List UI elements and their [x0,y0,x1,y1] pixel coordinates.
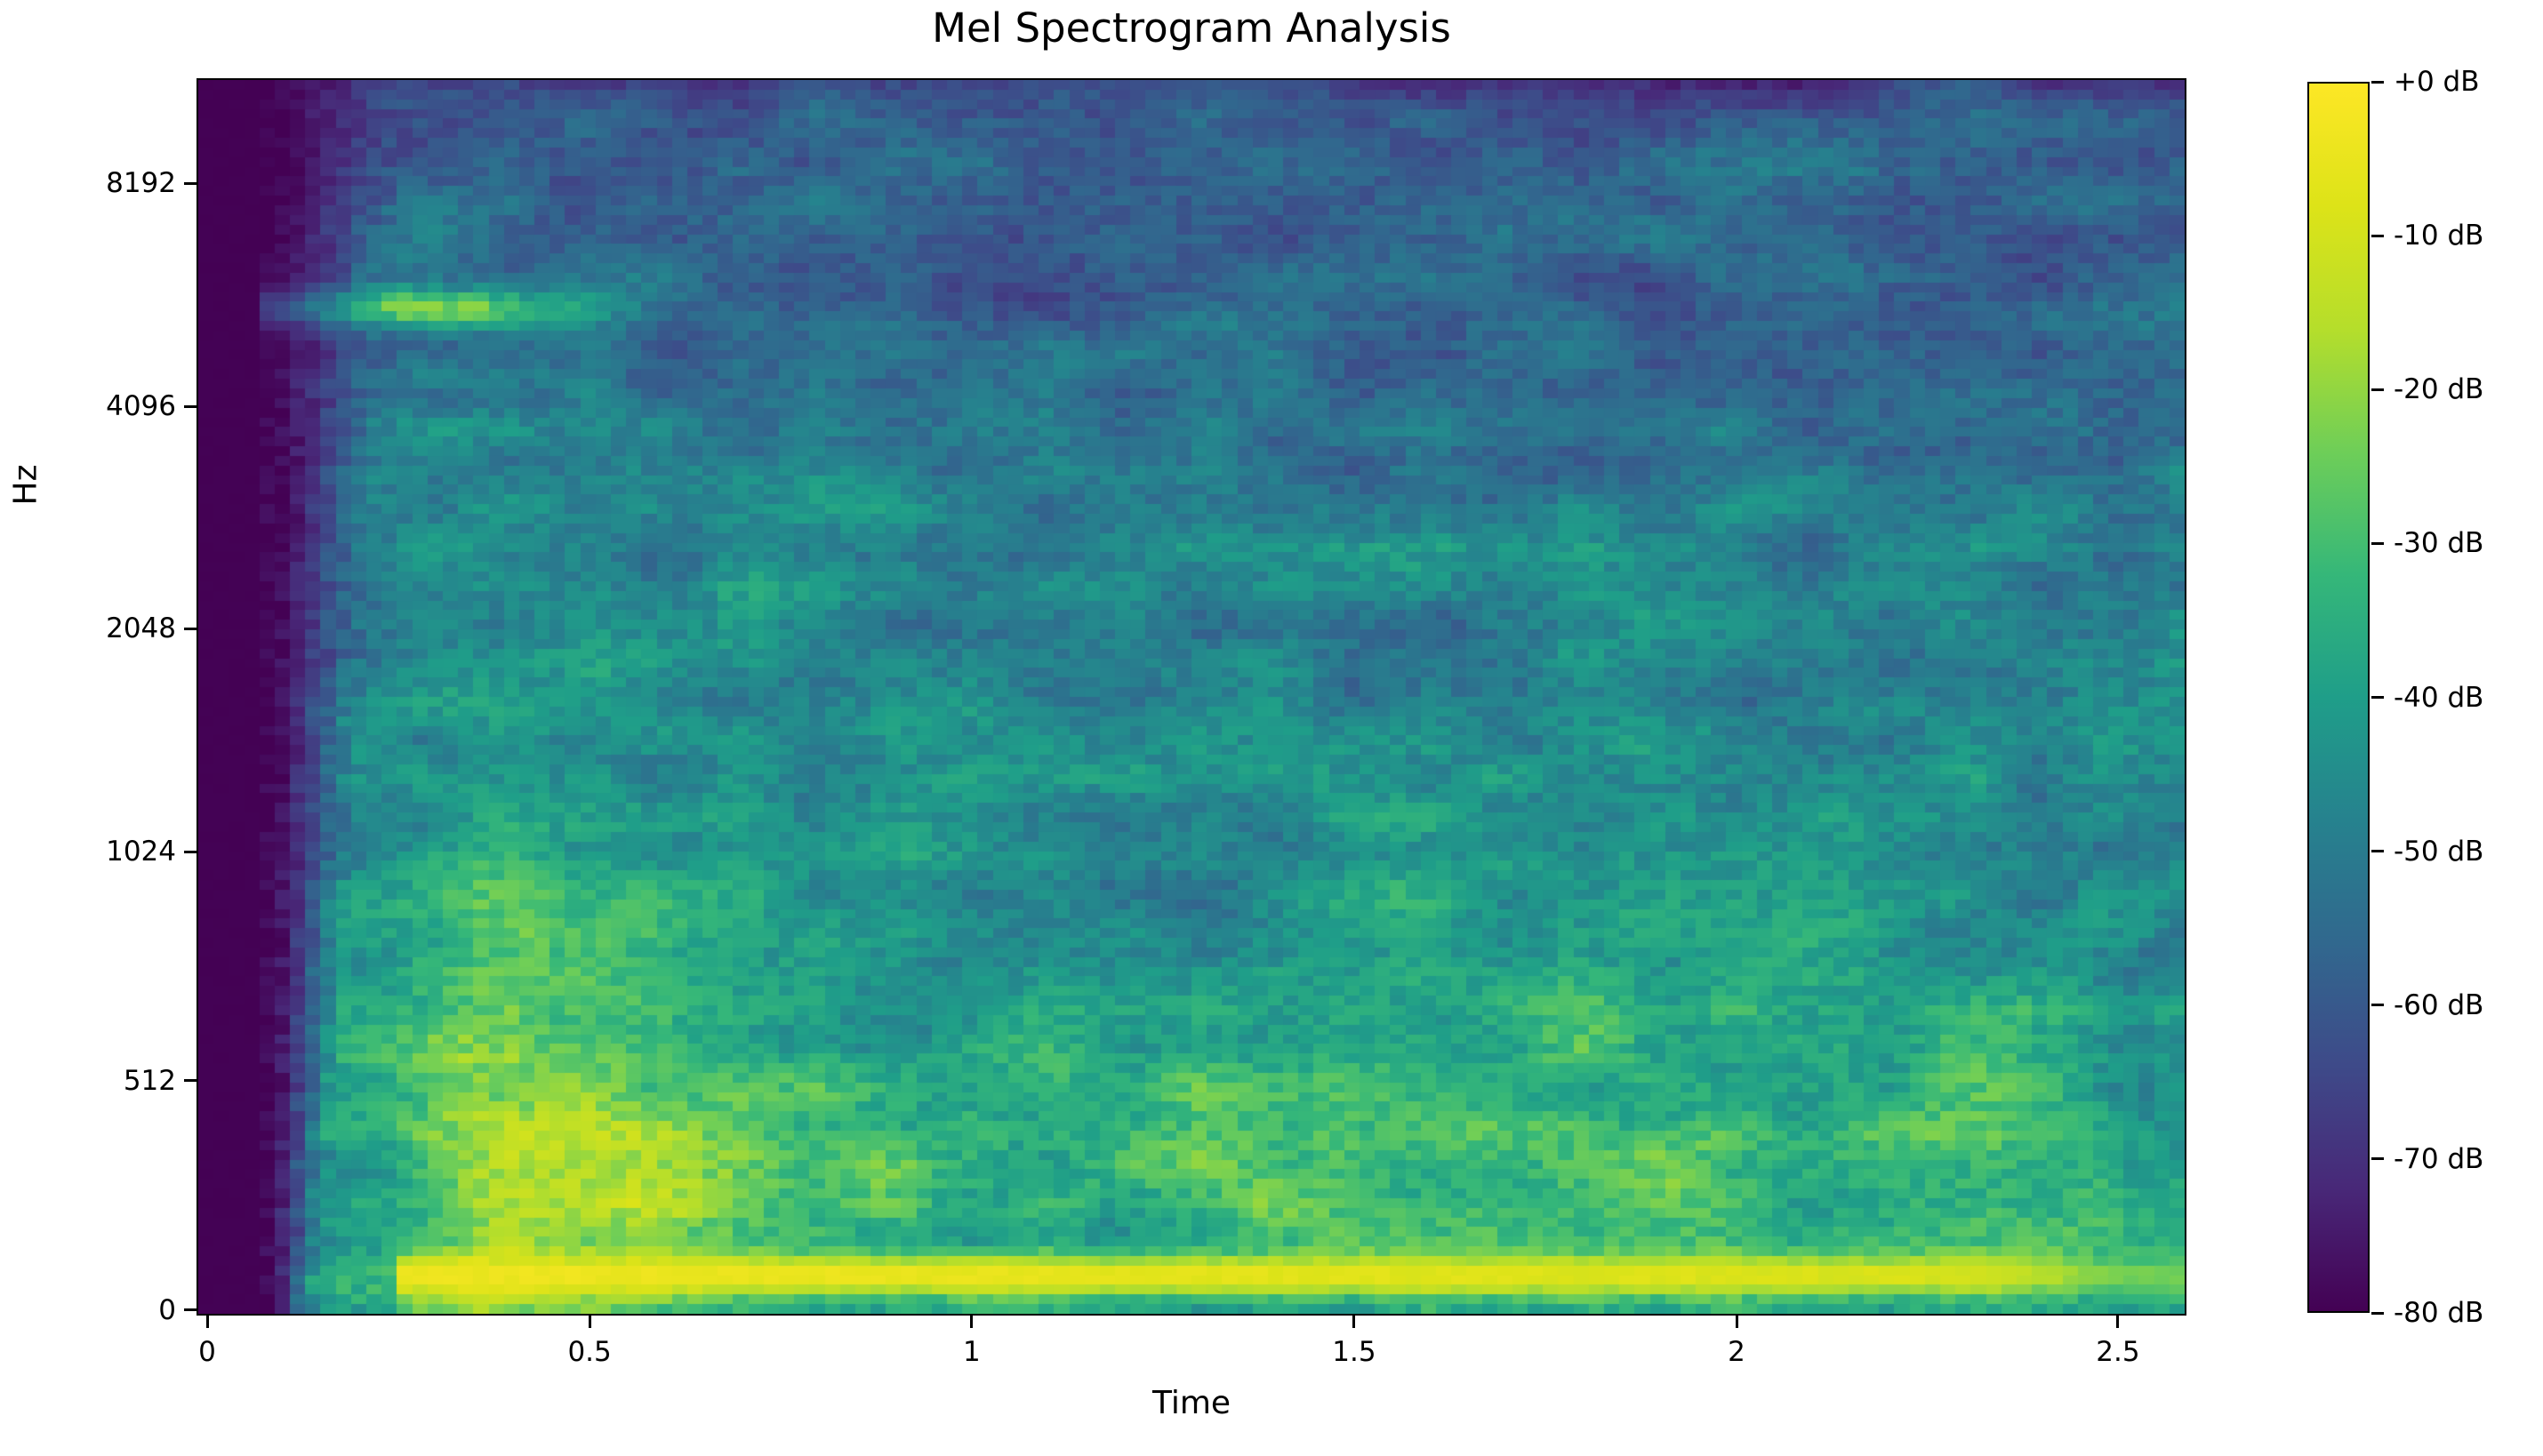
colorbar-tick-label: -50 dB [2394,835,2484,868]
colorbar-tick-label: -60 dB [2394,988,2484,1021]
y-tick-mark [184,181,197,185]
x-tick-label: 2 [1728,1336,1745,1368]
x-tick-label: 1.5 [1332,1336,1376,1368]
colorbar-tick-mark [2371,388,2384,391]
chart-title: Mel Spectrogram Analysis [932,4,1451,52]
x-tick-mark [588,1316,591,1328]
y-tick-mark [184,627,197,630]
x-tick-mark [970,1316,974,1328]
colorbar-tick-label: -70 dB [2394,1142,2484,1175]
colorbar-tick-mark [2371,850,2384,853]
colorbar-tick-mark [2371,234,2384,237]
colorbar-tick-mark [2371,80,2384,84]
x-tick-label: 0 [198,1336,216,1368]
x-tick-label: 0.5 [567,1336,612,1368]
y-tick-label: 0 [158,1293,176,1326]
colorbar-tick-mark [2371,541,2384,545]
colorbar-tick-mark [2371,696,2384,699]
colorbar-tick-mark [2371,1311,2384,1315]
colorbar-tick-label: -40 dB [2394,681,2484,714]
x-tick-label: 1 [963,1336,981,1368]
colorbar-tick-label: -80 dB [2394,1297,2484,1329]
colorbar [2307,82,2370,1313]
x-tick-mark [1352,1316,1356,1328]
y-axis-label: Hz [7,464,44,506]
y-tick-label: 4096 [106,390,176,423]
spectrogram-heatmap [198,80,2185,1314]
colorbar-tick-mark [2371,1004,2384,1007]
y-tick-mark [184,404,197,408]
x-axis-label: Time [1151,1385,1231,1421]
colorbar-tick-label: -20 dB [2394,373,2484,406]
colorbar-tick-mark [2371,1157,2384,1161]
colorbar-tick-label: -10 dB [2394,220,2484,252]
y-tick-mark [184,850,197,853]
colorbar-tick-label: -30 dB [2394,527,2484,560]
plot-area [197,78,2186,1316]
y-tick-label: 512 [123,1064,176,1097]
y-tick-mark [184,1308,197,1312]
x-tick-mark [205,1316,209,1328]
x-tick-mark [2116,1316,2120,1328]
y-tick-label: 1024 [106,836,176,868]
colorbar-tick-label: +0 dB [2394,66,2480,98]
x-tick-label: 2.5 [2096,1336,2140,1368]
y-tick-mark [184,1079,197,1083]
x-tick-mark [1735,1316,1738,1328]
y-tick-label: 2048 [106,612,176,645]
y-tick-label: 8192 [106,167,176,200]
